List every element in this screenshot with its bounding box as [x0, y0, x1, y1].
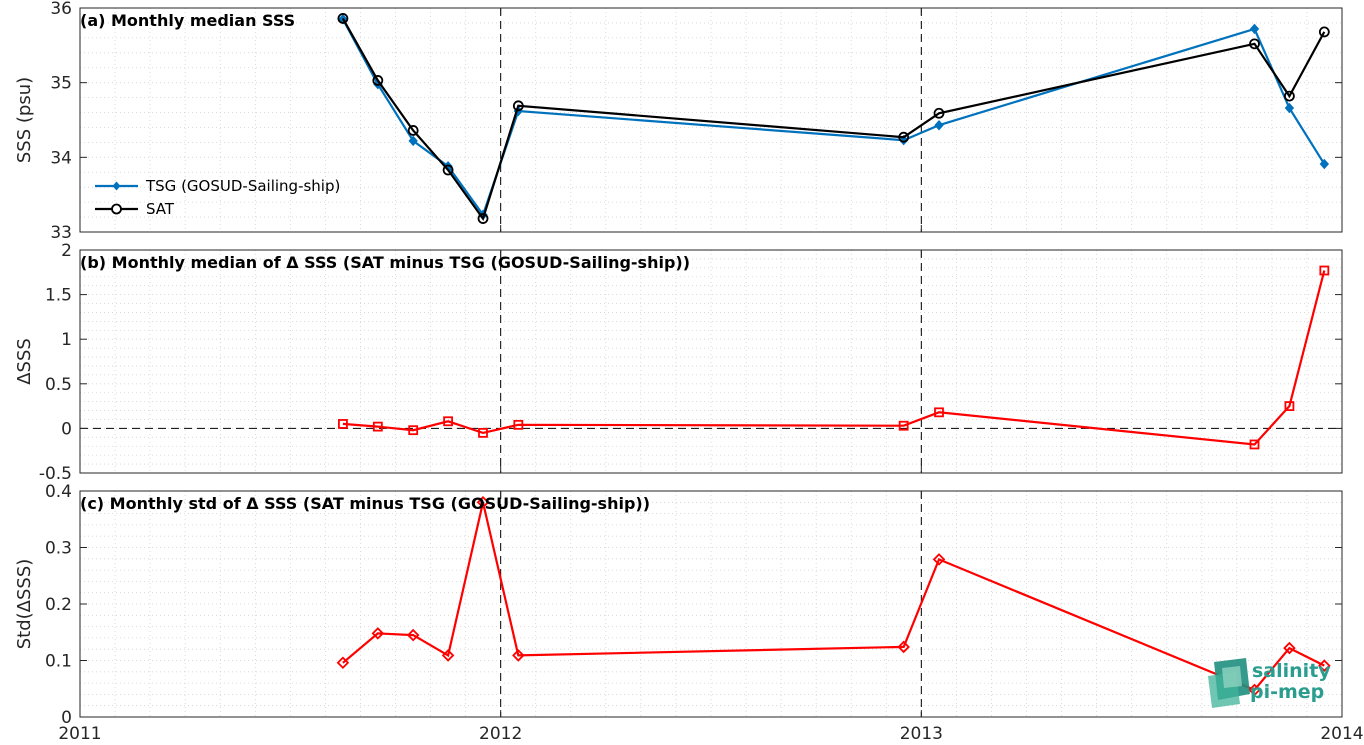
data-point	[897, 640, 910, 654]
salinity-pi-mep-logo: salinity pi-mep	[1208, 658, 1331, 708]
data-point	[898, 131, 910, 143]
data-point	[338, 419, 348, 429]
series-delta-sss	[336, 496, 1331, 697]
data-point	[372, 75, 384, 86]
data-point	[1319, 265, 1330, 276]
logo-line-2: pi-mep	[1250, 681, 1324, 703]
y-tick-label: 1	[61, 330, 72, 350]
y-tick-label: -0.5	[39, 464, 72, 484]
data-point	[408, 135, 418, 147]
data-point	[336, 656, 350, 670]
data-point	[1249, 23, 1260, 35]
panel-a: 33 34 35 36 SSS (psu) (a) Monthly median SSS T…	[14, 0, 1343, 243]
panel-title: (a) Monthly median SSS	[80, 11, 295, 30]
data-point	[441, 649, 455, 662]
data-point	[934, 119, 944, 131]
panel-title: (c) Monthly std of Δ SSS (SAT minus TSG …	[80, 494, 650, 513]
panel-title: (b) Monthly median of Δ SSS (SAT minus T…	[80, 253, 690, 272]
y-tick-label: 36	[50, 0, 72, 19]
data-point	[1284, 90, 1295, 102]
data-point	[934, 407, 944, 418]
data-point	[476, 496, 490, 509]
data-point	[1319, 158, 1330, 170]
data-point	[933, 107, 945, 119]
data-point	[1284, 102, 1295, 114]
plot-area	[80, 250, 1342, 473]
chart-panels: 33 34 35 36 SSS (psu) (a) Monthly median SSS T…	[14, 0, 1364, 744]
logo-line-1: salinity	[1252, 660, 1331, 682]
series-line	[342, 502, 1325, 692]
data-point	[442, 164, 454, 176]
axes-box	[79, 7, 1343, 233]
series-sat	[337, 13, 1330, 224]
x-tick-label: 2014	[1320, 724, 1363, 744]
y-tick-label: 2	[61, 241, 72, 261]
legend-label: TSG (GOSUD-Sailing-ship)	[145, 177, 340, 195]
data-point	[406, 628, 420, 642]
data-point	[372, 421, 383, 432]
data-point	[371, 627, 385, 640]
series-line	[342, 270, 1326, 446]
axes-box	[79, 249, 1343, 474]
data-point	[898, 420, 909, 431]
data-point	[1318, 659, 1331, 672]
y-axis-label: SSS (psu)	[14, 77, 35, 163]
data-point	[1283, 641, 1296, 655]
data-point	[1249, 38, 1260, 50]
y-tick-label: 0.1	[45, 652, 72, 672]
legend: TSG (GOSUD-Sailing-ship) SAT	[95, 177, 340, 218]
data-point	[513, 419, 524, 430]
y-tick-label: 35	[50, 74, 72, 94]
data-point	[512, 100, 524, 112]
data-point	[512, 649, 525, 662]
legend-marker	[111, 203, 122, 215]
y-tick-label: 33	[50, 223, 72, 243]
y-tick-label: 0.5	[45, 375, 72, 395]
data-point	[478, 427, 488, 438]
y-tick-label: 0.4	[45, 482, 72, 502]
panel-b: -0.5 0 0.5 1 1.5 2 ΔSSS (b) Monthly median of Δ…	[14, 241, 1343, 484]
y-tick-label: 34	[50, 148, 72, 168]
data-point	[407, 125, 419, 136]
y-tick-label: 1.5	[45, 286, 72, 306]
legend-marker	[112, 181, 121, 191]
data-point	[932, 553, 946, 566]
data-point	[443, 416, 453, 427]
data-point	[477, 213, 489, 224]
data-point	[337, 13, 349, 24]
y-tick-label: 0	[61, 708, 72, 728]
data-point	[1248, 683, 1261, 697]
x-tick-label: 2013	[900, 724, 943, 744]
panel-c: 0 0.1 0.2 0.3 0.4 2011 2012 2013 2014 Std(ΔSSS) (c…	[14, 482, 1364, 744]
data-point	[408, 425, 419, 436]
data-point	[1318, 26, 1330, 38]
y-axis-label: Std(ΔSSS)	[14, 559, 35, 650]
logo-mark-icon	[1208, 658, 1250, 708]
y-tick-label: 0	[61, 419, 72, 439]
series-line	[341, 17, 1326, 222]
series-delta-sss	[338, 265, 1330, 450]
x-tick-label: 2012	[479, 724, 522, 744]
legend-label: SAT	[146, 200, 175, 218]
y-axis-label: ΔSSS	[14, 338, 35, 385]
data-point	[1284, 401, 1295, 412]
data-point	[1249, 439, 1260, 450]
y-tick-label: 0.3	[45, 539, 72, 559]
x-tick-label: 2011	[58, 724, 101, 744]
y-tick-label: 0.2	[45, 595, 72, 615]
